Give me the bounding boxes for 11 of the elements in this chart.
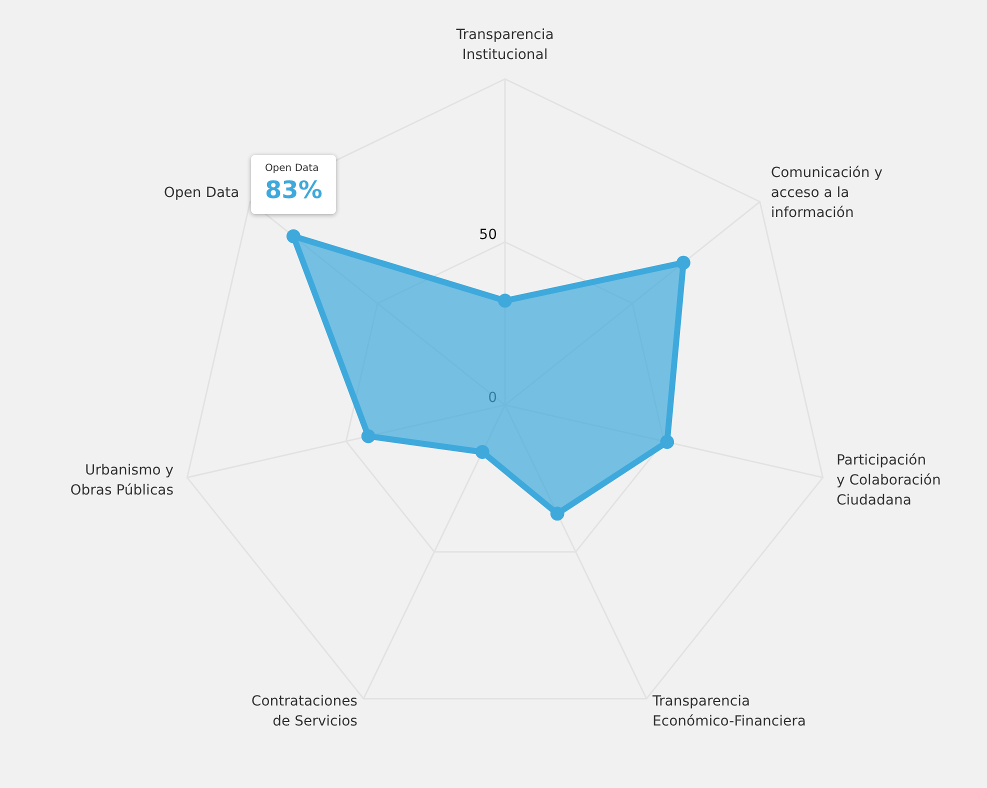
- spoke-label: Transparencia Económico-Financiera: [652, 693, 806, 730]
- category-label: Open Data: [164, 185, 240, 202]
- y-tick-label: 0: [488, 390, 497, 406]
- spoke-label: Open Data: [264, 163, 320, 174]
- spoke-label: Participación y Colaboración Ciudadana: [836, 452, 941, 509]
- spoke-label: Comunicación y acceso a la información: [770, 165, 882, 222]
- data-label: 83%: [264, 176, 322, 204]
- spoke-label: Urbanismo y Obras Públicas: [70, 462, 174, 499]
- spoke-label: Transparencia Institucional: [455, 27, 554, 63]
- spoke-label: Contrataciones de Servicios: [251, 693, 358, 730]
- y-tick-label: 50: [479, 227, 497, 243]
